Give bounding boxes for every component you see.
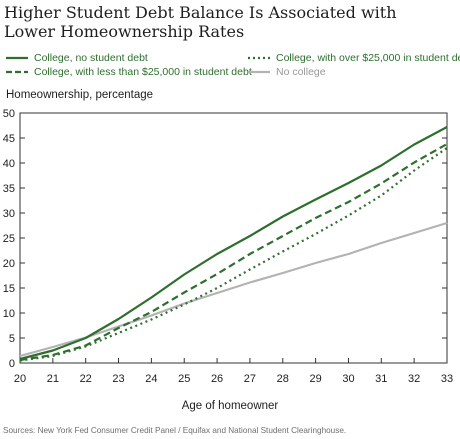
legend-label: College, with over $25,000 in student de… [276,52,460,64]
x-tick-label: 28 [277,373,289,385]
source-note: Sources: New York Fed Consumer Credit Pa… [3,426,347,435]
series-line-college-no-student-debt [19,126,448,361]
x-tick-label: 31 [375,373,387,385]
y-tick-label: 45 [3,133,15,145]
x-tick-label: 21 [47,373,59,385]
x-axis-label: Age of homeowner [181,400,279,412]
y-tick-label: 0 [9,358,15,370]
legend-swatch-dotted-green [248,56,270,60]
y-tick-label: 40 [3,158,15,170]
legend-swatch-solid-green [6,56,28,60]
y-tick-label: 35 [3,183,15,195]
y-tick-label: 50 [3,108,15,120]
y-tick-label: 5 [9,333,15,345]
x-tick-label: 32 [408,373,420,385]
x-tick-label: 22 [80,373,92,385]
y-tick-label: 30 [3,208,15,220]
y-tick-label: 15 [3,283,15,295]
y-tick-label: 10 [3,308,15,320]
x-tick-label: 33 [441,373,453,385]
y-tick-label: 20 [3,258,15,270]
x-tick-label: 24 [145,373,157,385]
x-tick-label: 27 [244,373,256,385]
x-tick-label: 26 [211,373,223,385]
axes: 0 5 10 15 20 25 30 35 40 45 50 20 21 22 23 24 25 26 27 28 29… [3,108,453,385]
y-axis-label: Homeownership, percentage [6,89,154,101]
x-tick-label: 30 [342,373,354,385]
series-line-no-college [19,221,448,358]
legend-swatch-dashed-green [6,70,28,74]
legend-label: College, with less than $25,000 in stude… [34,66,252,78]
x-tick-label: 29 [309,373,321,385]
x-tick-label: 20 [14,373,26,385]
series-line-college-with-less-than-25-000-in-student-debt [19,143,448,362]
plot-frame [19,112,448,364]
x-tick-label: 23 [112,373,124,385]
y-tick-label: 25 [3,233,15,245]
legend-swatch-solid-gray [248,70,270,74]
legend-label: College, no student debt [34,52,148,64]
chart-title: Higher Student Debt Balance Is Associate… [4,3,397,41]
series-line-college-with-over-25-000-in-student-debt [19,147,448,362]
x-tick-label: 25 [178,373,190,385]
legend-label: No college [276,66,326,78]
series-layer [19,126,448,362]
